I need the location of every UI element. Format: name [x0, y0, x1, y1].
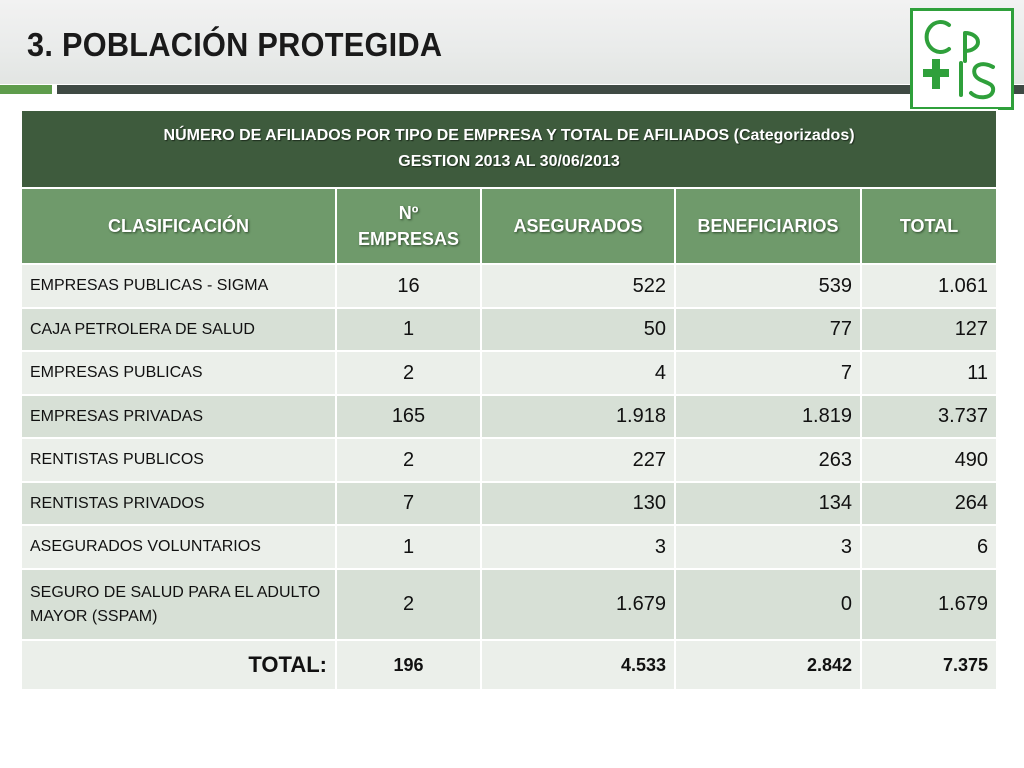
- row-empresas: 2: [335, 350, 482, 396]
- row-empresas: 2: [335, 568, 482, 641]
- table-row: RENTISTAS PRIVADOS 7 130 134 264: [20, 481, 999, 526]
- totals-empresas: 196: [335, 639, 482, 691]
- row-empresas: 1: [335, 524, 482, 570]
- row-total: 3.737: [859, 394, 999, 439]
- totals-row: TOTAL: 196 4.533 2.842 7.375: [20, 639, 999, 691]
- table-caption: NÚMERO DE AFILIADOS POR TIPO DE EMPRESA …: [19, 109, 999, 189]
- row-beneficiarios: 7: [674, 350, 862, 396]
- row-total: 490: [859, 437, 999, 483]
- table-row: CAJA PETROLERA DE SALUD 1 50 77 127: [20, 307, 999, 352]
- row-beneficiarios: 77: [674, 307, 862, 352]
- row-clasificacion: RENTISTAS PUBLICOS: [20, 437, 337, 483]
- table-caption-line2: GESTION 2013 AL 30/06/2013: [398, 153, 620, 170]
- row-clasificacion: CAJA PETROLERA DE SALUD: [20, 307, 337, 352]
- row-beneficiarios: 3: [674, 524, 862, 570]
- row-asegurados: 1.679: [480, 568, 676, 641]
- row-clasificacion: RENTISTAS PRIVADOS: [20, 481, 337, 526]
- header-empresas-line1: Nº: [398, 203, 419, 223]
- row-asegurados: 50: [480, 307, 676, 352]
- row-total: 1.679: [859, 568, 999, 641]
- row-empresas: 1: [335, 307, 482, 352]
- row-asegurados: 1.918: [480, 394, 676, 439]
- table-row: EMPRESAS PUBLICAS - SIGMA 16 522 539 1.0…: [20, 263, 999, 309]
- row-asegurados: 130: [480, 481, 676, 526]
- row-empresas: 2: [335, 437, 482, 483]
- row-clasificacion: ASEGURADOS VOLUNTARIOS: [20, 524, 337, 570]
- row-empresas: 165: [335, 394, 482, 439]
- header-asegurados: ASEGURADOS: [480, 187, 676, 265]
- row-asegurados: 3: [480, 524, 676, 570]
- row-beneficiarios: 539: [674, 263, 862, 309]
- totals-label: TOTAL:: [20, 639, 337, 691]
- row-asegurados: 227: [480, 437, 676, 483]
- row-clasificacion: SEGURO DE SALUD PARA EL ADULTO MAYOR (SS…: [20, 568, 337, 641]
- table-row: SEGURO DE SALUD PARA EL ADULTO MAYOR (SS…: [20, 568, 999, 641]
- row-beneficiarios: 0: [674, 568, 862, 641]
- header-clasificacion: CLASIFICACIÓN: [20, 187, 337, 265]
- cps-logo-icon: [910, 8, 1014, 110]
- header-total: TOTAL: [859, 187, 999, 265]
- affiliates-table: NÚMERO DE AFILIADOS POR TIPO DE EMPRESA …: [19, 109, 999, 691]
- row-beneficiarios: 134: [674, 481, 862, 526]
- row-beneficiarios: 1.819: [674, 394, 862, 439]
- row-total: 1.061: [859, 263, 999, 309]
- row-total: 11: [859, 350, 999, 396]
- table-caption-line1: NÚMERO DE AFILIADOS POR TIPO DE EMPRESA …: [163, 127, 855, 144]
- table-row: EMPRESAS PUBLICAS 2 4 7 11: [20, 350, 999, 396]
- header-beneficiarios: BENEFICIARIOS: [674, 187, 862, 265]
- row-total: 6: [859, 524, 999, 570]
- row-asegurados: 4: [480, 350, 676, 396]
- slide-title: 3. POBLACIÓN PROTEGIDA: [27, 26, 443, 63]
- row-total: 127: [859, 307, 999, 352]
- table-row: ASEGURADOS VOLUNTARIOS 1 3 3 6: [20, 524, 999, 570]
- row-beneficiarios: 263: [674, 437, 862, 483]
- row-total: 264: [859, 481, 999, 526]
- header-empresas-line2: EMPRESAS: [357, 229, 460, 249]
- table-row: EMPRESAS PRIVADAS 165 1.918 1.819 3.737: [20, 394, 999, 439]
- totals-beneficiarios: 2.842: [674, 639, 862, 691]
- row-asegurados: 522: [480, 263, 676, 309]
- accent-bar-green: [0, 85, 52, 94]
- row-empresas: 16: [335, 263, 482, 309]
- row-empresas: 7: [335, 481, 482, 526]
- slide-header: [0, 0, 1024, 84]
- row-clasificacion: EMPRESAS PUBLICAS: [20, 350, 337, 396]
- totals-total: 7.375: [859, 639, 999, 691]
- table-row: RENTISTAS PUBLICOS 2 227 263 490: [20, 437, 999, 483]
- accent-bar-dark: [57, 85, 1024, 94]
- row-clasificacion: EMPRESAS PUBLICAS - SIGMA: [20, 263, 337, 309]
- header-empresas: Nº EMPRESAS: [335, 187, 482, 265]
- row-clasificacion: EMPRESAS PRIVADAS: [20, 394, 337, 439]
- totals-asegurados: 4.533: [480, 639, 676, 691]
